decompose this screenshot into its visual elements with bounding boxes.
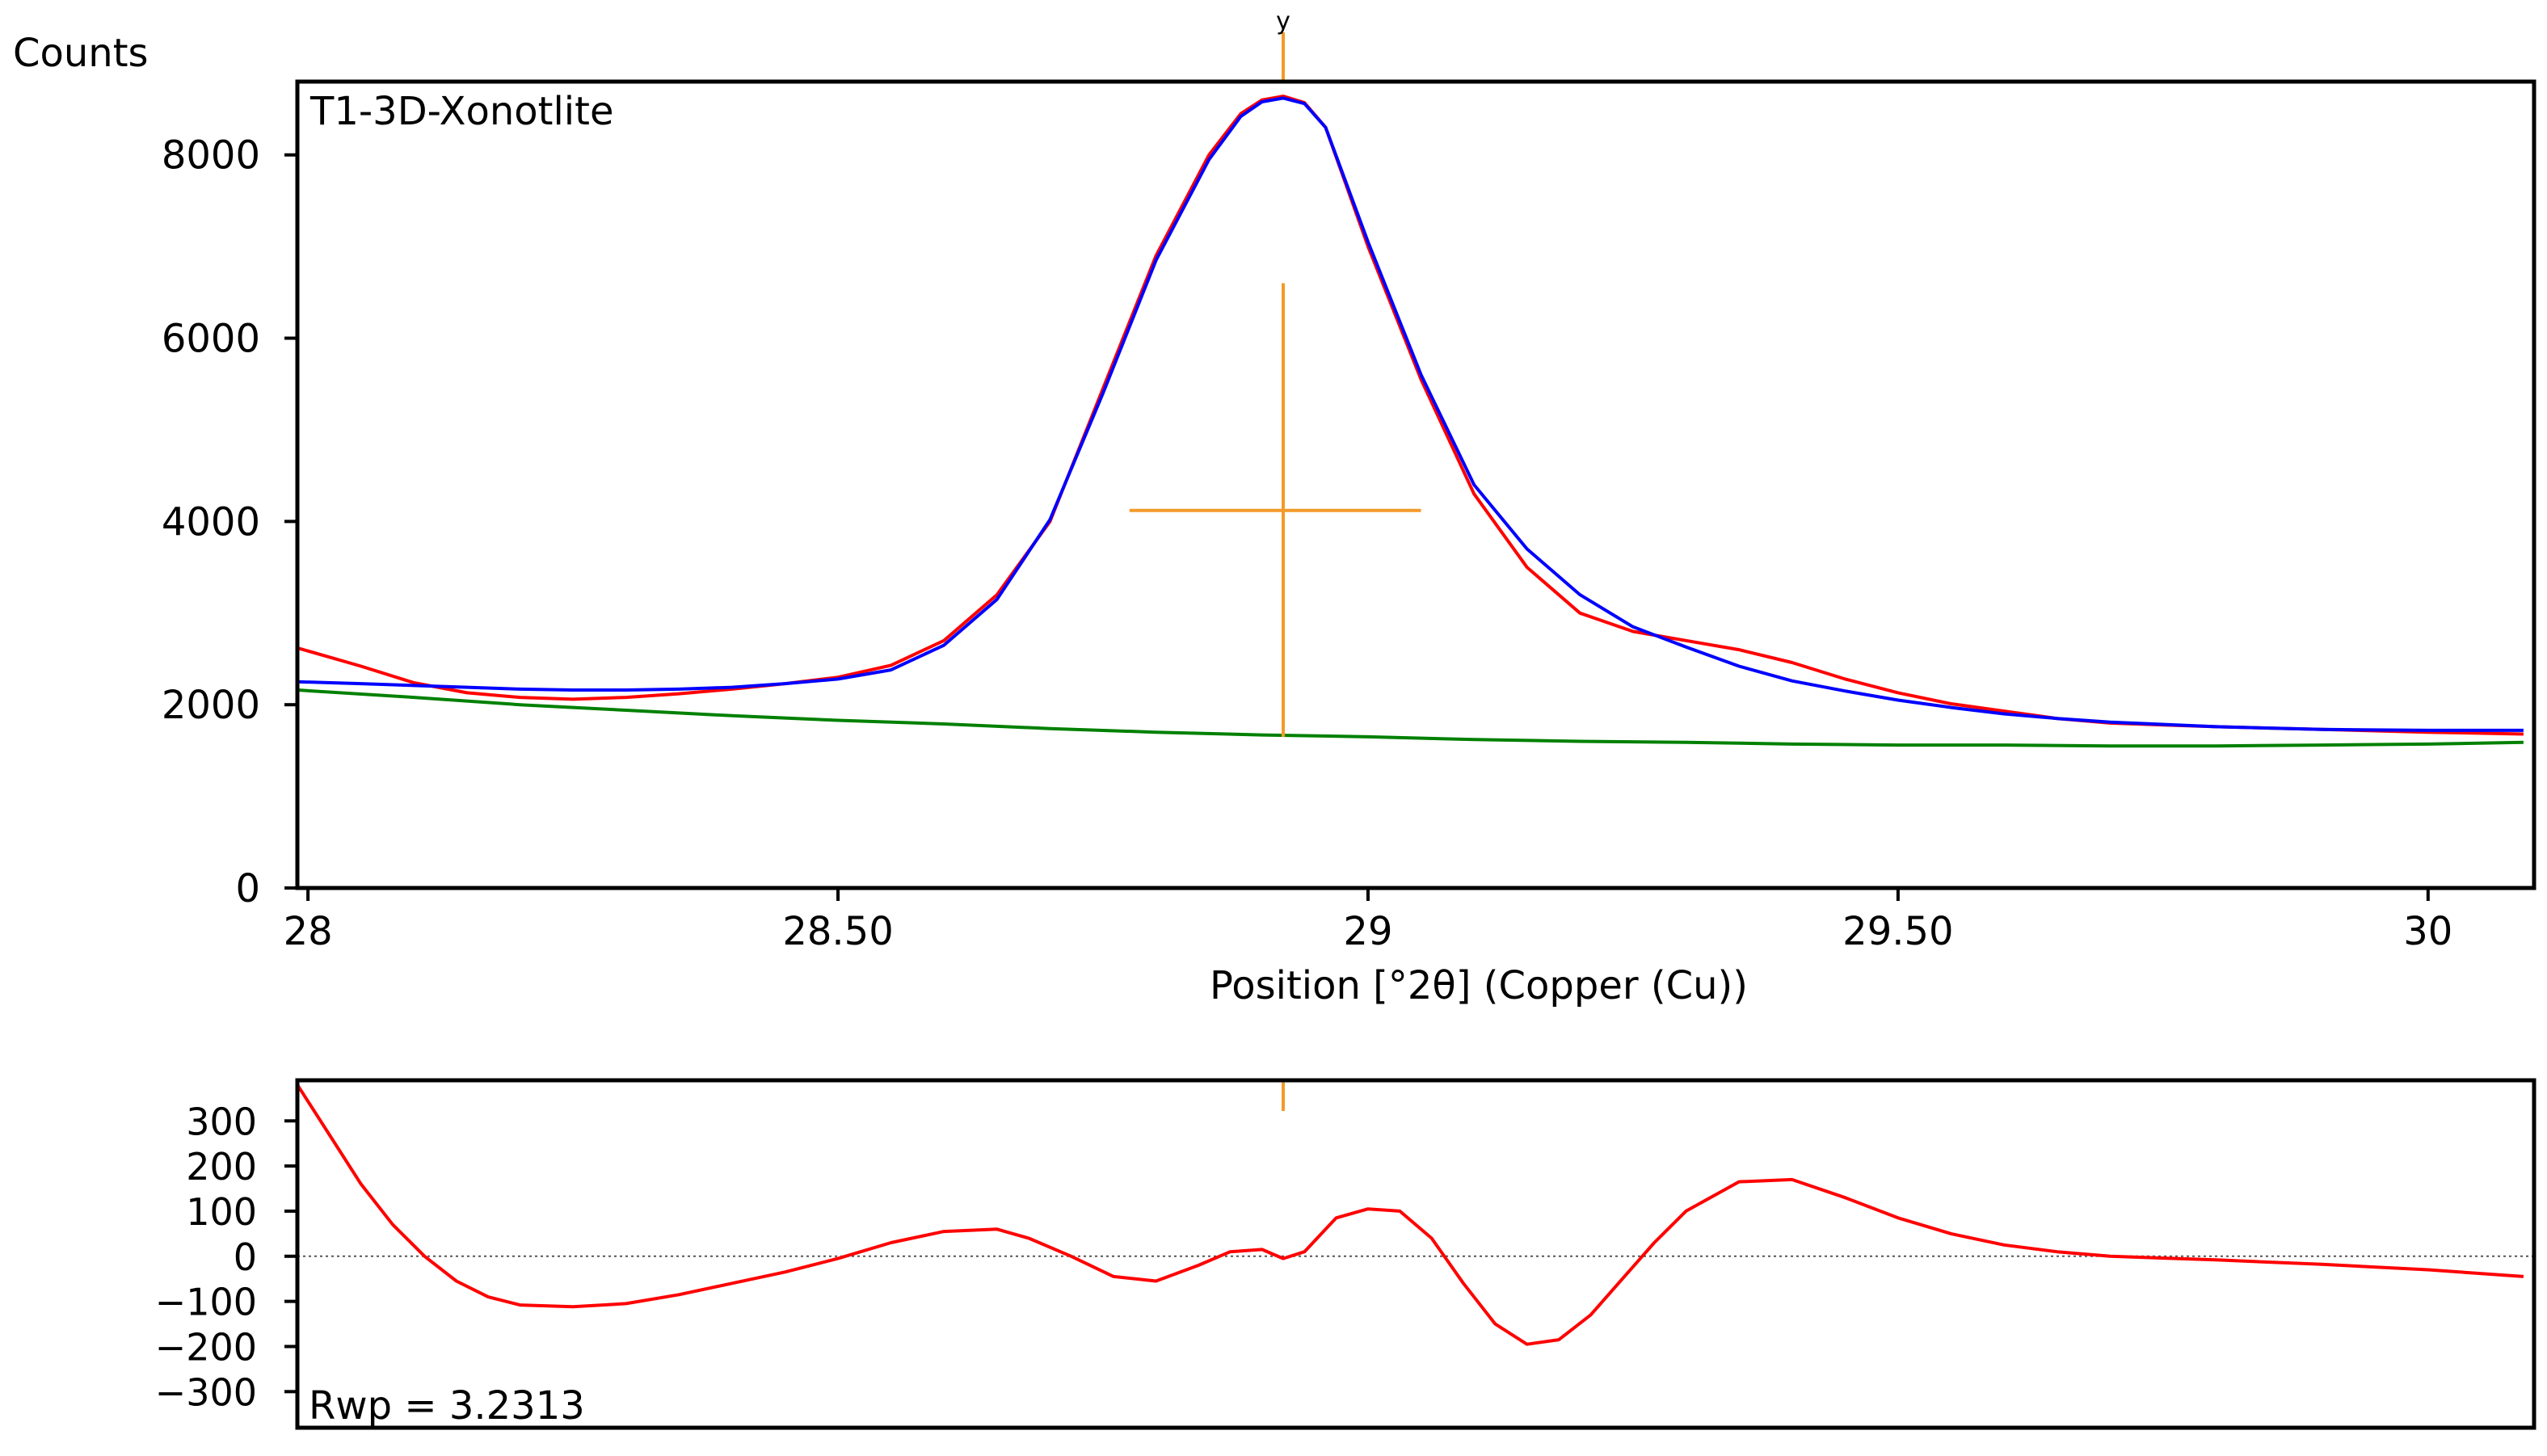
difference-y-tick-label: −300	[155, 1370, 257, 1414]
y-tick-label: 8000	[162, 133, 260, 179]
chart-title: T1-3D-Xonotlite	[309, 89, 614, 134]
difference-y-tick-label: 200	[186, 1145, 257, 1189]
y-tick-label: 6000	[162, 317, 260, 362]
calculated-series-line	[297, 96, 2524, 732]
x-tick-label: 29.50	[1842, 909, 1953, 954]
rwp-label: Rwp = 3.2313	[309, 1383, 585, 1429]
difference-y-tick-label: 100	[186, 1190, 257, 1234]
y-tick-label: 0	[235, 866, 260, 911]
difference-y-tick-label: −100	[155, 1281, 257, 1324]
y-tick-label: 2000	[162, 683, 260, 728]
main-axis-ticks: 0 2000 4000 6000 8000 28 28.50 29 29.50 30	[162, 133, 2453, 954]
x-axis-label: Position [°2θ] (Copper (Cu))	[1210, 963, 1748, 1008]
main-series	[297, 95, 2524, 748]
x-tick-label: 29	[1343, 909, 1392, 954]
difference-y-tick-label: 0	[234, 1235, 257, 1279]
main-plot-frame	[295, 79, 2536, 890]
background-series-line	[297, 688, 2524, 748]
x-tick-label: 28	[284, 909, 333, 954]
x-tick-label: 30	[2403, 909, 2452, 954]
difference-y-tick-label: −200	[155, 1325, 257, 1369]
observed-series-line	[297, 95, 2524, 736]
main-plot: Counts 0 2000 4000 6000 8000 28 28.50 29 29.50 30…	[13, 7, 2536, 1008]
difference-y-tick-label: 300	[186, 1100, 257, 1143]
peak-marker: y	[1129, 7, 1421, 737]
difference-plot-frame	[295, 1078, 2536, 1430]
difference-series	[296, 1084, 2524, 1346]
y-axis-label: Counts	[13, 31, 149, 76]
x-tick-label: 28.50	[782, 909, 893, 954]
y-tick-label: 4000	[162, 499, 260, 545]
peak-marker-label: y	[1276, 7, 1290, 36]
difference-series-line	[296, 1084, 2524, 1346]
